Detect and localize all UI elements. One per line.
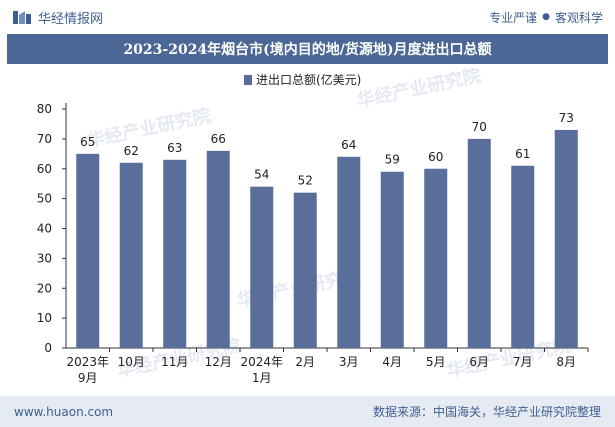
bar [467, 138, 491, 348]
x-tick-label: 2024年 [240, 355, 283, 369]
bar [293, 192, 317, 348]
tagline-separator: ● [542, 12, 550, 22]
y-tick-label: 70 [37, 132, 52, 146]
y-tick-label: 20 [37, 281, 52, 295]
watermark-text: 华经产业研究院 [85, 104, 213, 152]
legend-swatch [244, 75, 252, 85]
brand-name: 华经情报网 [38, 11, 104, 27]
tagline-left: 专业严谨 [489, 10, 538, 25]
bar-chart: 华经产业研究院华经产业研究院华经产业研究院华经产业研究院华经产业研究院01020… [37, 64, 589, 385]
header-bar: 华经情报网 专业严谨 ● 客观科学 [0, 0, 615, 34]
bar [424, 168, 448, 348]
bar-value-label: 65 [80, 135, 95, 149]
x-tick-label: 3月 [339, 355, 359, 369]
bar [250, 186, 274, 348]
bar-value-label: 63 [167, 141, 182, 155]
x-tick-label: 11月 [161, 355, 188, 369]
chart-title-bar: 2023-2024年烟台市(境内目的地/货源地)月度进出口总额 [7, 34, 608, 64]
bar [206, 150, 230, 348]
y-tick-label: 40 [37, 222, 52, 236]
x-tick-label: 7月 [513, 355, 533, 369]
bar-value-label: 52 [298, 174, 313, 188]
bar [337, 156, 361, 348]
y-tick-label: 10 [37, 311, 52, 325]
x-tick-label: 2023年 [66, 355, 109, 369]
y-tick-label: 0 [44, 341, 52, 355]
x-tick-label: 1月 [252, 371, 272, 385]
tagline-right: 客观科学 [554, 10, 603, 25]
x-tick-label: 12月 [205, 355, 232, 369]
x-tick-label: 8月 [556, 355, 576, 369]
bar-value-label: 61 [515, 147, 530, 161]
bar-value-label: 64 [341, 138, 356, 152]
y-tick-label: 80 [37, 102, 52, 116]
bar-value-label: 60 [428, 150, 443, 164]
bar-value-label: 66 [211, 132, 226, 146]
huajing-logo-icon [13, 11, 31, 24]
bar [511, 165, 535, 348]
y-tick-label: 30 [37, 251, 52, 265]
bar [76, 153, 100, 348]
bar-value-label: 54 [254, 168, 269, 182]
footer-bar: www.huaon.com 数据来源：中国海关，华经产业研究院整理 [0, 396, 615, 427]
x-tick-label: 5月 [426, 355, 446, 369]
x-tick-label: 2月 [295, 355, 315, 369]
legend-label: 进出口总额(亿美元) [256, 72, 361, 87]
footer-source: 数据来源：中国海关，华经产业研究院整理 [372, 405, 601, 419]
watermark-text: 华经产业研究院 [445, 334, 573, 382]
watermark-text: 华经产业研究院 [355, 64, 483, 112]
x-tick-label: 4月 [382, 355, 402, 369]
x-tick-label: 10月 [118, 355, 145, 369]
bar-value-label: 62 [124, 144, 139, 158]
bar [554, 129, 578, 348]
bar [119, 162, 143, 348]
bar [380, 171, 404, 348]
x-tick-label: 9月 [78, 371, 98, 385]
y-tick-label: 60 [37, 162, 52, 176]
chart-title: 2023-2024年烟台市(境内目的地/货源地)月度进出口总额 [123, 42, 492, 58]
footer-site: www.huaon.com [14, 404, 114, 419]
y-tick-label: 50 [37, 192, 52, 206]
x-tick-label: 6月 [469, 355, 489, 369]
bar-value-label: 73 [559, 111, 574, 125]
bar-value-label: 59 [385, 153, 400, 167]
bar-value-label: 70 [472, 120, 487, 134]
bar [163, 159, 187, 348]
brand: 华经情报网 [12, 8, 103, 27]
tagline: 专业严谨 ● 客观科学 [489, 9, 603, 26]
